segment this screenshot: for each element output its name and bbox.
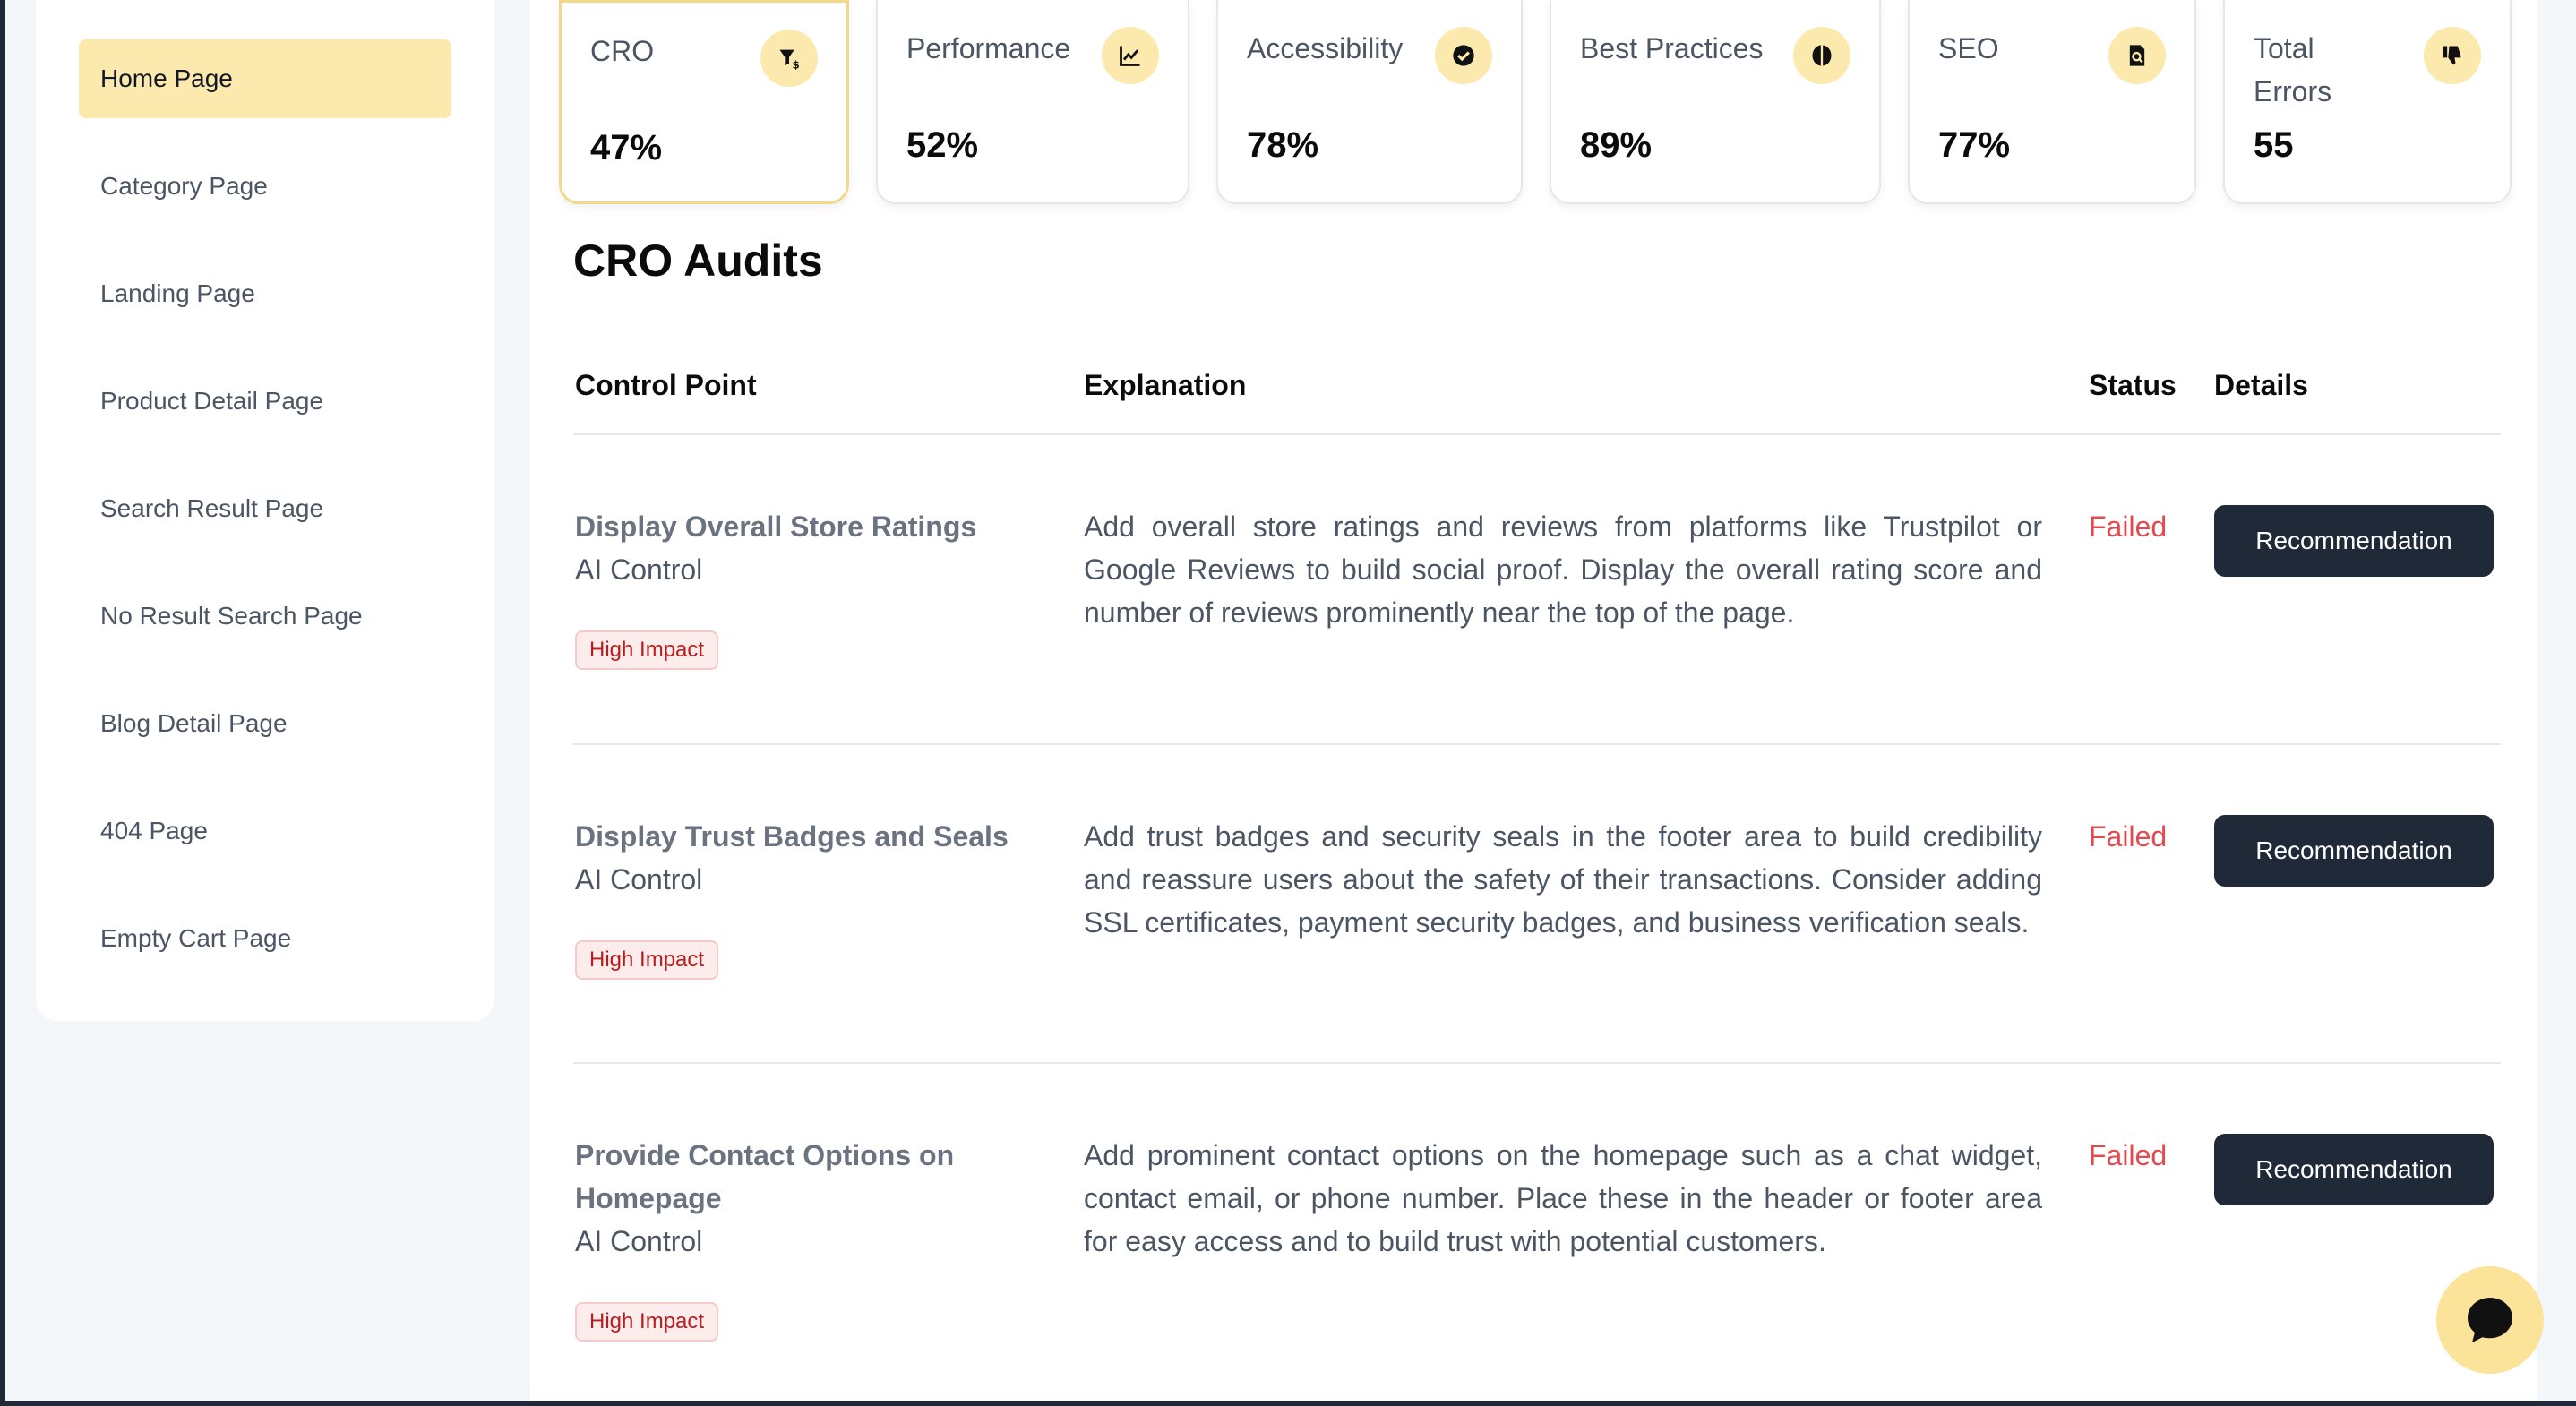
funnel-dollar-icon: $ bbox=[760, 30, 818, 87]
sidebar-item-label: Empty Cart Page bbox=[100, 924, 292, 952]
sidebar-item-label: 404 Page bbox=[100, 817, 208, 844]
section-title: CRO Audits bbox=[573, 236, 823, 286]
sidebar-item-no-result-search-page[interactable]: No Result Search Page bbox=[79, 577, 451, 656]
card-value: 47% bbox=[590, 128, 663, 167]
svg-text:$: $ bbox=[793, 59, 800, 71]
sidebar-item-label: Product Detail Page bbox=[100, 387, 324, 415]
recommendation-button[interactable]: Recommendation bbox=[2214, 505, 2494, 577]
sidebar-item-label: Category Page bbox=[100, 172, 268, 200]
header-details: Details bbox=[2214, 369, 2308, 401]
control-point-cell: Display Trust Badges and Seals AI Contro… bbox=[575, 815, 1041, 980]
control-point-subtitle: AI Control bbox=[575, 1225, 703, 1257]
sidebar-item-blog-detail-page[interactable]: Blog Detail Page bbox=[79, 684, 451, 763]
score-cards: CRO $ 47% Performance 52% Accessibility … bbox=[559, 0, 2515, 204]
control-point-title: Provide Contact Options on Homepage bbox=[575, 1139, 955, 1214]
card-label: Total Errors bbox=[2254, 32, 2332, 107]
sidebar-item-label: No Result Search Page bbox=[100, 602, 363, 630]
score-card-seo[interactable]: SEO 77% bbox=[1908, 0, 2196, 204]
sidebar-item-label: Landing Page bbox=[100, 279, 255, 307]
sidebar-item-empty-cart-page[interactable]: Empty Cart Page bbox=[79, 899, 451, 978]
badge-check-icon bbox=[1435, 27, 1492, 84]
audit-table: Control Point Explanation Status Details… bbox=[573, 349, 2501, 1406]
score-card-cro[interactable]: CRO $ 47% bbox=[559, 0, 849, 204]
impact-badge: High Impact bbox=[575, 1302, 719, 1342]
card-label: Performance bbox=[906, 32, 1071, 64]
sidebar-item-landing-page[interactable]: Landing Page bbox=[79, 254, 451, 333]
status-failed: Failed bbox=[2089, 1139, 2168, 1171]
card-label: Best Practices bbox=[1580, 32, 1764, 64]
header-status: Status bbox=[2089, 369, 2177, 401]
score-card-total-errors[interactable]: Total Errors 55 bbox=[2223, 0, 2512, 204]
card-value: 89% bbox=[1580, 125, 1653, 165]
table-row: Display Overall Store Ratings AI Control… bbox=[573, 435, 2501, 745]
control-point-title: Display Overall Store Ratings bbox=[575, 510, 977, 543]
control-point-subtitle: AI Control bbox=[575, 553, 703, 586]
sidebar-item-label: Home Page bbox=[100, 64, 233, 92]
chat-widget-button[interactable] bbox=[2436, 1266, 2544, 1374]
chart-line-icon bbox=[1102, 27, 1159, 84]
header-control-point: Control Point bbox=[575, 369, 757, 401]
control-point-cell: Display Overall Store Ratings AI Control… bbox=[575, 505, 1041, 670]
table-row: Provide Contact Options on Homepage AI C… bbox=[573, 1064, 2501, 1406]
header-explanation: Explanation bbox=[1084, 369, 1247, 401]
card-value: 52% bbox=[906, 125, 979, 165]
impact-badge: High Impact bbox=[575, 940, 719, 980]
thumbs-down-icon bbox=[2424, 27, 2481, 84]
card-label: SEO bbox=[1938, 32, 1999, 64]
main-content: CRO $ 47% Performance 52% Accessibility … bbox=[530, 0, 2537, 1406]
sidebar-item-404-page[interactable]: 404 Page bbox=[79, 792, 451, 870]
explanation-text: Add overall store ratings and reviews fr… bbox=[1084, 510, 2042, 629]
score-card-performance[interactable]: Performance 52% bbox=[876, 0, 1189, 204]
card-value: 55 bbox=[2254, 125, 2294, 165]
control-point-title: Display Trust Badges and Seals bbox=[575, 820, 1009, 853]
sidebar-item-category-page[interactable]: Category Page bbox=[79, 147, 451, 226]
sidebar-item-search-result-page[interactable]: Search Result Page bbox=[79, 469, 451, 548]
chat-bubble-icon bbox=[2468, 1298, 2512, 1342]
explanation-text: Add trust badges and security seals in t… bbox=[1084, 820, 2042, 939]
sidebar-item-home-page[interactable]: Home Page bbox=[79, 39, 451, 118]
table-row: Display Trust Badges and Seals AI Contro… bbox=[573, 745, 2501, 1064]
table-header: Control Point Explanation Status Details bbox=[573, 349, 2501, 435]
sidebar: Home Page Category Page Landing Page Pro… bbox=[36, 0, 494, 1021]
window-edge-left bbox=[0, 0, 5, 1406]
score-card-accessibility[interactable]: Accessibility 78% bbox=[1216, 0, 1523, 204]
sidebar-item-label: Search Result Page bbox=[100, 494, 324, 522]
sidebar-item-product-detail-page[interactable]: Product Detail Page bbox=[79, 362, 451, 441]
score-card-best-practices[interactable]: Best Practices 89% bbox=[1550, 0, 1881, 204]
file-search-icon bbox=[2108, 27, 2166, 84]
card-value: 77% bbox=[1938, 125, 2011, 165]
impact-badge: High Impact bbox=[575, 630, 719, 670]
recommendation-button[interactable]: Recommendation bbox=[2214, 815, 2494, 887]
recommendation-button[interactable]: Recommendation bbox=[2214, 1134, 2494, 1205]
control-point-subtitle: AI Control bbox=[575, 863, 703, 896]
card-label: Accessibility bbox=[1247, 32, 1404, 64]
status-failed: Failed bbox=[2089, 510, 2168, 543]
sidebar-item-label: Blog Detail Page bbox=[100, 709, 288, 737]
brain-icon bbox=[1793, 27, 1850, 84]
explanation-text: Add prominent contact options on the hom… bbox=[1084, 1139, 2042, 1257]
card-value: 78% bbox=[1247, 125, 1319, 165]
window-edge-bottom bbox=[0, 1401, 2576, 1406]
status-failed: Failed bbox=[2089, 820, 2168, 853]
card-label: CRO bbox=[590, 35, 655, 67]
control-point-cell: Provide Contact Options on Homepage AI C… bbox=[575, 1134, 1041, 1342]
